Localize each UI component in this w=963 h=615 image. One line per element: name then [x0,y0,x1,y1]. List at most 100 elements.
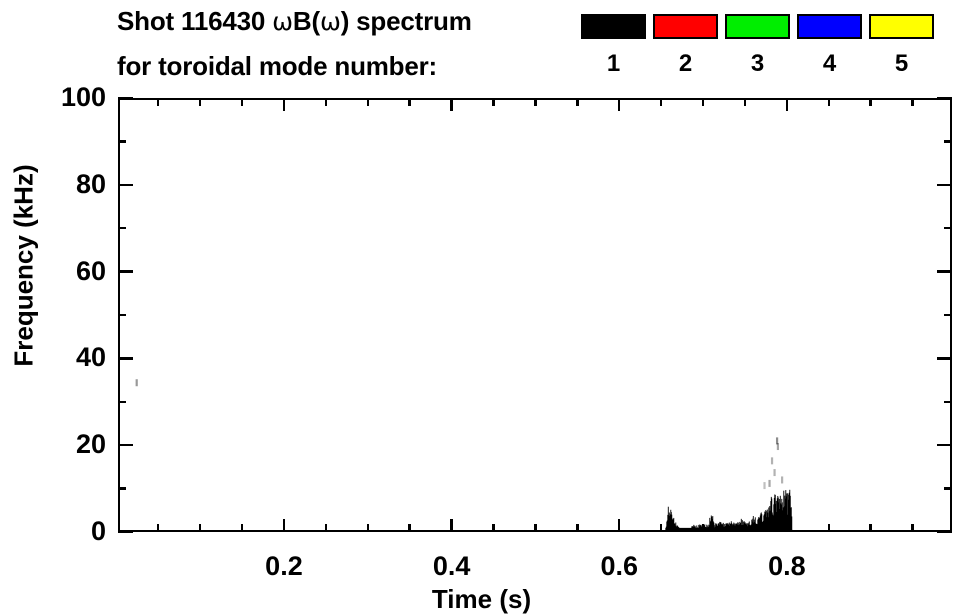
x-tick-0.45 [492,524,495,532]
x-tick-0.20 [282,519,286,532]
legend-item-4[interactable]: 4 [797,14,862,76]
y-tick-right-90 [944,140,952,143]
plot-frame [118,98,952,532]
x-tick-0.05 [156,524,160,532]
y-tick-right-10 [944,487,952,490]
y-tick-10 [118,487,126,490]
x-tick-0.70 [701,524,705,532]
speckle-1-3 [776,443,780,451]
legend-item-2[interactable]: 2 [653,14,718,76]
series-1 [135,379,793,532]
y-tick-right-60 [937,270,952,273]
title-shot-text: Shot 116430 [117,6,273,36]
y-tick-20 [118,443,133,447]
legend-swatch-icon-4 [797,14,862,39]
y-tick-100 [118,96,133,100]
y-tick-50 [118,313,126,317]
omega-symbol-1: ω [272,7,293,36]
x-tick-0.25 [324,524,328,532]
x-tick-0.40 [450,519,453,532]
x-tick-0.85 [827,524,831,532]
legend-swatch-icon-1 [581,14,646,39]
legend-swatch-icon-2 [653,14,718,39]
x-tick-top-0.10 [198,98,202,106]
x-tick-top-0.90 [869,98,872,106]
legend-label-5: 5 [894,50,909,77]
x-axis-title: Time (s) [431,584,532,614]
legend-label-1: 1 [606,50,621,77]
x-tick-0.75 [743,524,747,532]
x-tick-top-0.65 [659,98,663,106]
x-tick-top-0.20 [282,98,286,111]
plot-area [118,96,952,534]
legend-swatch-icon-5 [869,14,934,39]
x-tick-0.10 [198,524,202,532]
x-tick-top-0.25 [324,98,328,106]
x-tick-top-0.30 [366,98,370,106]
y-tick-right-30 [944,400,952,404]
title-b-text: B( [292,6,320,36]
x-tick-0.95 [911,524,914,532]
x-tick-top-0.95 [911,98,914,106]
y-tick-80 [118,183,133,187]
chart-title-line-2: for toroidal mode number: [117,51,438,81]
legend-label-4: 4 [822,50,837,77]
title-spectrum-text: ) spectrum [340,6,472,36]
legend-item-3[interactable]: 3 [725,14,790,76]
x-tick-0.60 [617,519,621,532]
x-tick-0.80 [785,519,789,532]
y-tick-right-80 [937,183,952,187]
speckle-1-4 [770,457,774,465]
legend-label-3: 3 [750,50,765,77]
x-tick-top-0.55 [576,98,579,106]
speckle-1-6 [781,476,784,484]
y-tick-60 [118,270,133,273]
x-tick-top-0.85 [827,98,831,106]
y-tick-label-20: 20 [75,429,106,460]
x-tick-top-0.75 [743,98,747,106]
y-tick-right-100 [937,96,952,100]
y-tick-label-100: 100 [60,82,106,112]
x-tick-0.55 [576,524,579,532]
x-tick-top-0.45 [492,98,495,106]
x-tick-top-0.40 [450,98,453,111]
legend-swatch-icon-3 [725,14,790,39]
x-tick-label-0.6: 0.6 [600,551,638,581]
x-tick-0.30 [366,524,370,532]
legend-item-5[interactable]: 5 [869,14,934,76]
x-tick-top-0.80 [785,98,789,111]
speckle-1-1 [773,469,776,477]
y-tick-40 [118,357,133,360]
y-tick-label-40: 40 [75,342,106,373]
x-tick-0.90 [869,524,872,532]
y-tick-right-70 [944,226,952,230]
speckle-1-5 [763,482,766,490]
x-tick-label-0.4: 0.4 [432,551,471,581]
y-tick-label-0: 0 [90,516,106,546]
legend-label-2: 2 [678,50,693,77]
y-tick-0 [118,530,133,534]
speckle-1-0 [768,479,771,487]
y-tick-label-80: 80 [75,168,106,199]
plot-data-canvas [118,98,952,532]
x-tick-top-0.60 [617,98,621,111]
y-tick-right-40 [937,357,952,360]
x-tick-0.15 [240,524,244,532]
speckle-1-2 [775,437,779,445]
y-axis-title: Frequency (kHz) [8,164,39,367]
y-tick-label-60: 60 [75,255,106,286]
y-tick-90 [118,140,126,143]
x-tick-0.35 [408,524,411,532]
x-tick-top-0.05 [156,98,160,106]
x-tick-0.65 [659,524,663,532]
legend-item-1[interactable]: 1 [581,14,646,76]
x-tick-top-0.35 [408,98,411,106]
speckle-1-7 [135,379,138,387]
y-tick-30 [118,400,126,404]
y-tick-70 [118,226,126,230]
omega-symbol-2: ω [319,7,341,36]
legend: 1 2 3 4 5 [581,14,956,89]
x-tick-top-0.70 [701,98,705,106]
x-tick-label-0.8: 0.8 [768,551,806,581]
